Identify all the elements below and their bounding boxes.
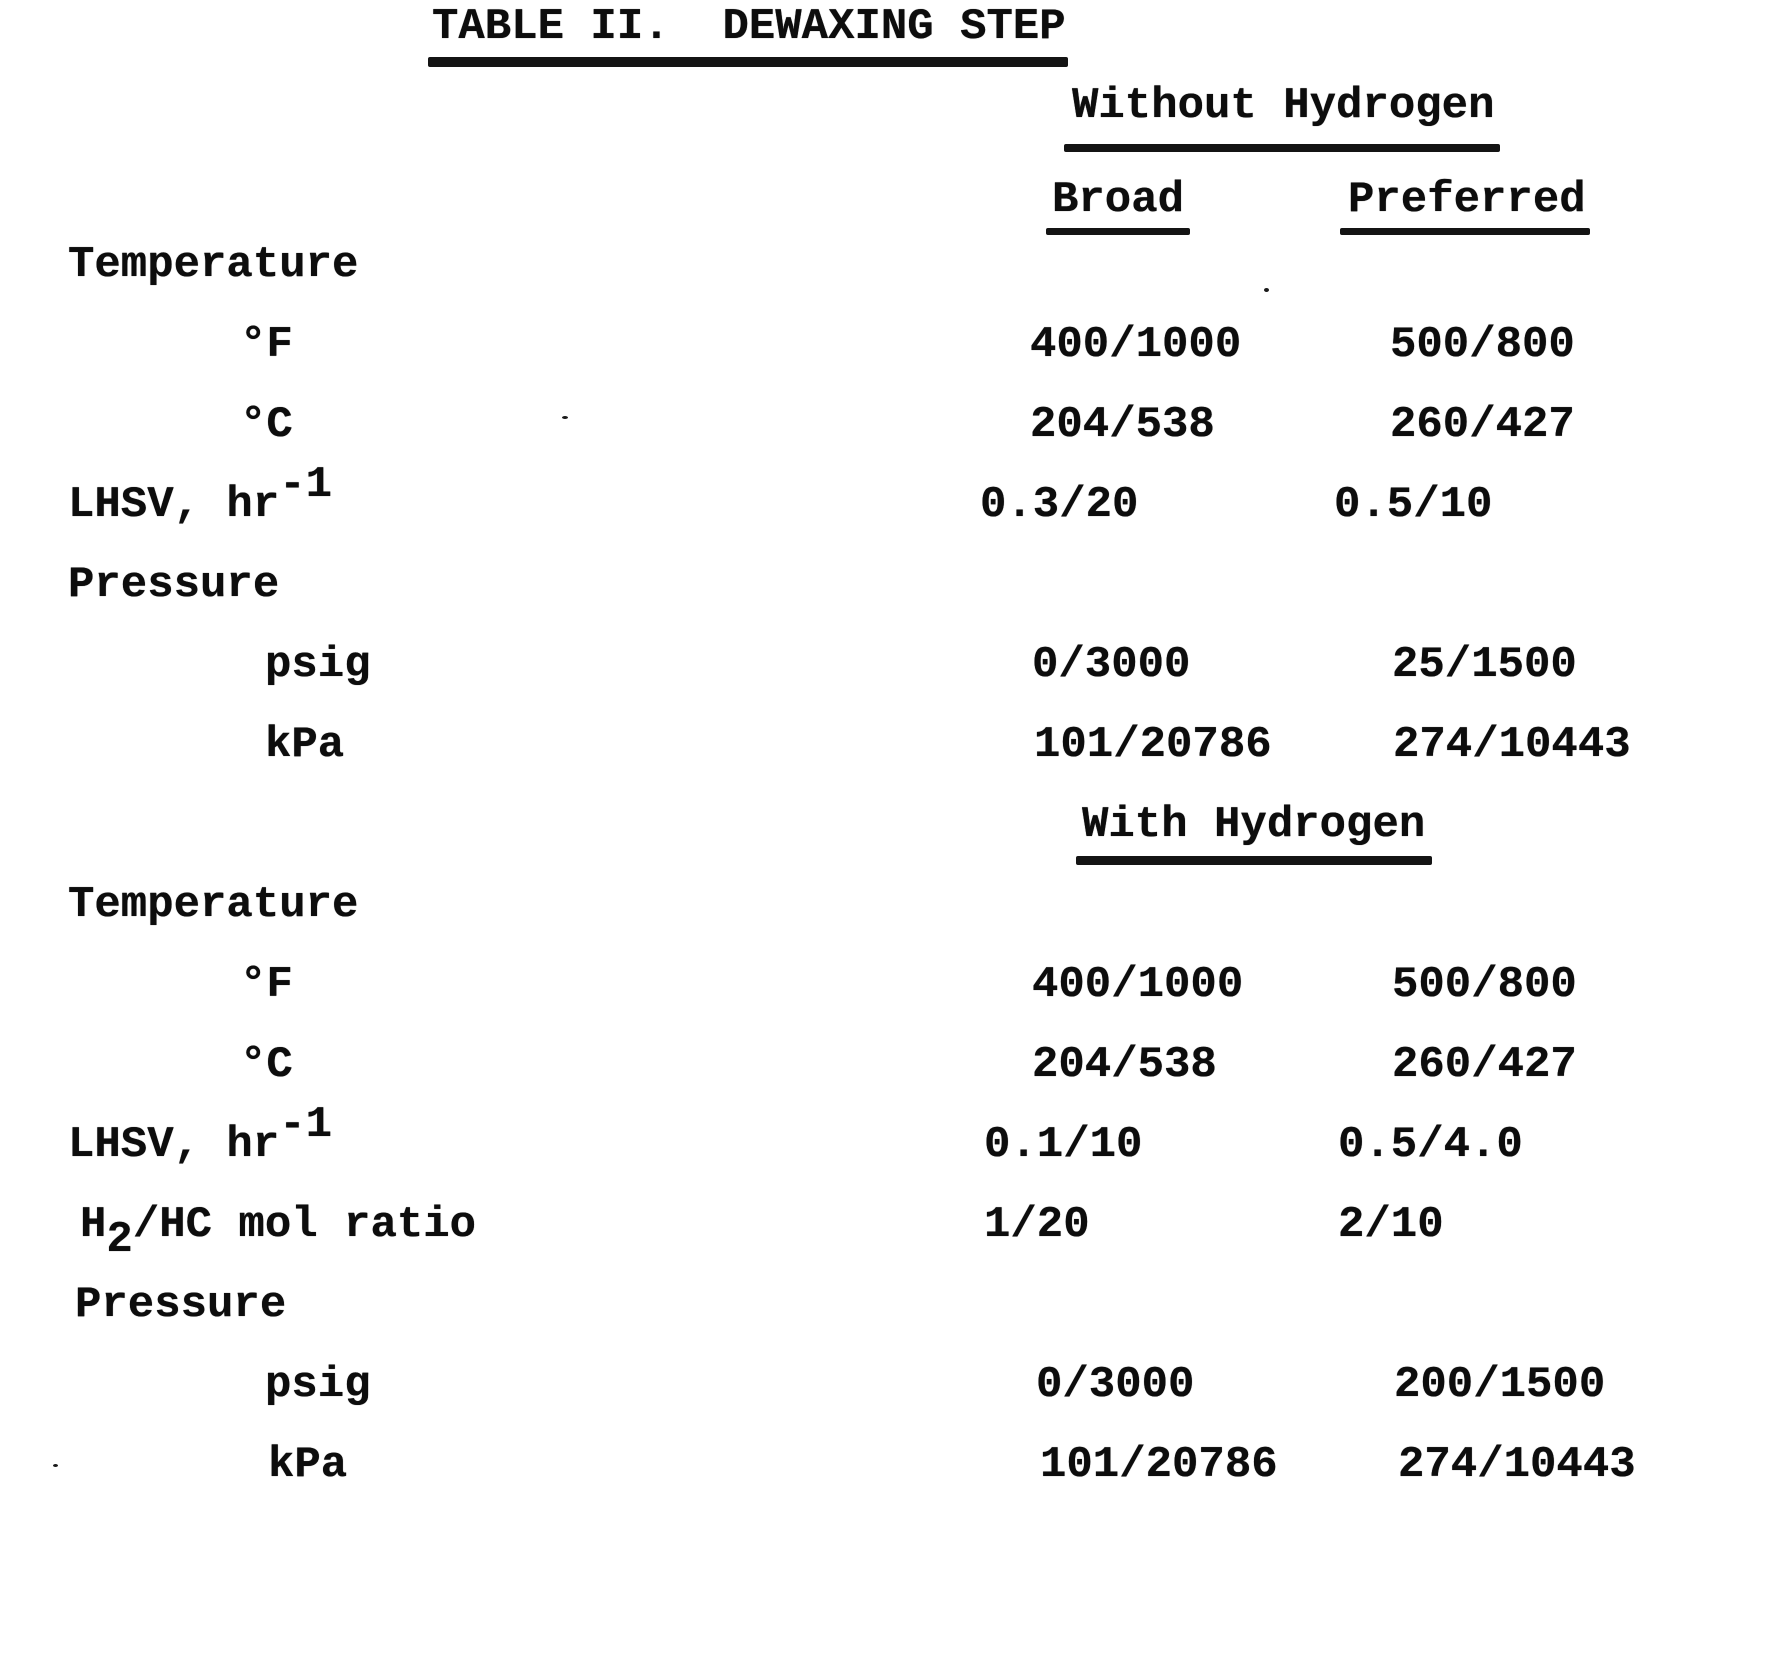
cell-preferred: 260/427 [1390,400,1575,450]
cell-broad: 0.3/20 [980,480,1139,530]
row-label: LHSV, hr-1 [68,1103,332,1170]
row-label-base: H [80,1200,107,1250]
row-label-subscript: 2 [106,1215,133,1265]
cell-broad: 204/538 [1030,400,1215,450]
cell-preferred: 200/1500 [1394,1360,1606,1410]
cell-broad: 0/3000 [1036,1360,1195,1410]
column-header-preferred: Preferred [1348,175,1586,225]
row-label: psig [265,1360,371,1410]
cell-broad: 204/538 [1032,1040,1217,1090]
column-header-preferred-underline [1340,228,1590,235]
section-heading-with-hydrogen: With Hydrogen [1082,800,1426,850]
scan-artifact-dot [53,1464,58,1467]
row-label: LHSV, hr-1 [68,463,332,530]
row-label: kPa [268,1440,348,1490]
cell-preferred: 0.5/4.0 [1338,1120,1523,1170]
cell-preferred: 274/10443 [1398,1440,1636,1490]
cell-preferred: 260/427 [1392,1040,1577,1090]
cell-broad: 0/3000 [1032,640,1191,690]
table-title: TABLE II. DEWAXING STEP [432,2,1066,52]
row-label: Temperature [68,240,359,290]
scan-artifact-dot [562,416,568,419]
column-header-broad-underline [1046,228,1190,235]
cell-broad: 101/20786 [1040,1440,1278,1490]
row-label: °C [240,400,293,450]
row-label: °C [240,1040,293,1090]
row-label: kPa [265,720,345,770]
scan-artifact-dot [1264,288,1269,292]
cell-preferred: 25/1500 [1392,640,1577,690]
cell-broad: 0.1/10 [984,1120,1143,1170]
cell-preferred: 0.5/10 [1334,480,1493,530]
row-label: psig [265,640,371,690]
section-heading-underline [1076,856,1432,865]
cell-preferred: 500/800 [1390,320,1575,370]
title-underline [428,57,1068,67]
cell-broad: 101/20786 [1034,720,1272,770]
row-label: Pressure [75,1280,287,1330]
row-label-rest: /HC mol ratio [132,1200,477,1250]
row-label-superscript: -1 [279,460,333,510]
row-label-base: LHSV, hr [68,480,280,530]
section-heading-underline [1064,144,1500,152]
row-label: °F [240,960,293,1010]
cell-broad: 1/20 [984,1200,1090,1250]
section-heading-without-hydrogen: Without Hydrogen [1072,81,1495,131]
cell-broad: 400/1000 [1030,320,1242,370]
row-label: Temperature [68,880,359,930]
cell-broad: 400/1000 [1032,960,1244,1010]
row-label-superscript: -1 [279,1100,333,1150]
cell-preferred: 2/10 [1338,1200,1444,1250]
cell-preferred: 500/800 [1392,960,1577,1010]
row-label: °F [240,320,293,370]
row-label: Pressure [68,560,280,610]
cell-preferred: 274/10443 [1393,720,1631,770]
row-label: H2/HC mol ratio [80,1200,477,1262]
column-header-broad: Broad [1052,175,1185,225]
row-label-base: LHSV, hr [68,1120,280,1170]
